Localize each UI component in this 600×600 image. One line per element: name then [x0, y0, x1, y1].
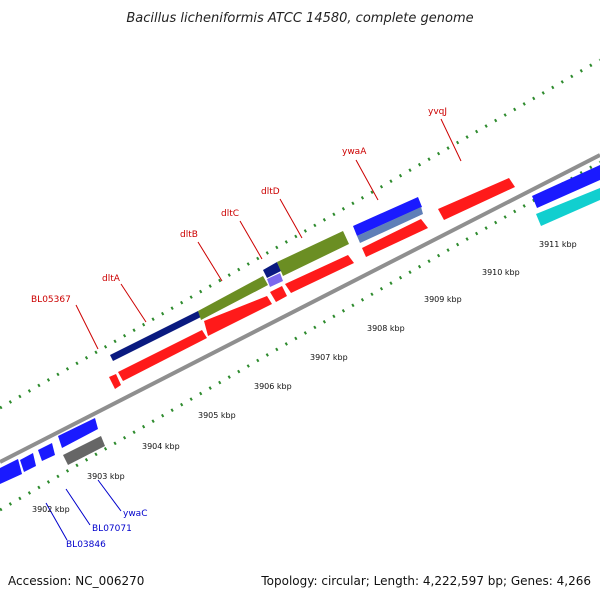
tick-label: 3906 kbp [254, 382, 292, 391]
callout-ywaa [355, 159, 379, 201]
inner-dotted-guide [0, 160, 600, 512]
gene-label-bl05367[interactable]: BL05367 [31, 295, 71, 305]
gene-red-arrow-1[interactable] [109, 374, 121, 389]
callout-dltb [197, 241, 223, 282]
gene-ywaa-block[interactable] [353, 197, 422, 236]
tick-label: 3905 kbp [198, 411, 236, 420]
callout-yvqj [440, 118, 462, 162]
gene-red-arrow-7[interactable] [438, 178, 515, 220]
gene-label-bl03846[interactable]: BL03846 [66, 540, 106, 550]
tick-label: 3902 kbp [32, 505, 70, 514]
tick-label: 3904 kbp [142, 442, 180, 451]
gene-label-yvqj[interactable]: yvqJ [428, 107, 447, 117]
gene-label-dltc[interactable]: dltC [221, 209, 239, 219]
gene-label-ywac[interactable]: ywaC [123, 509, 148, 519]
gene-dlta-block[interactable] [198, 276, 268, 320]
tick-label: 3903 kbp [87, 472, 125, 481]
gene-gray-left[interactable] [63, 436, 105, 465]
gene-blue-left-3[interactable] [38, 443, 55, 461]
gene-red-arrow-6[interactable] [362, 219, 428, 257]
gene-label-dlta[interactable]: dltA [102, 274, 121, 284]
genome-track [0, 58, 600, 541]
gene-red-arrow-2[interactable] [118, 330, 207, 381]
gene-blue-left-4[interactable] [58, 418, 98, 448]
gene-bl05367-block[interactable] [110, 311, 201, 361]
gene-label-bl07071[interactable]: BL07071 [92, 524, 132, 534]
callout-dltd [279, 198, 303, 239]
gene-dltc-block[interactable] [263, 262, 281, 278]
gene-blue-left-2[interactable] [20, 453, 36, 472]
gene-red-arrow-4[interactable] [270, 286, 287, 302]
genome-summary-text: Topology: circular; Length: 4,222,597 bp… [260, 574, 591, 588]
tick-label: 3907 kbp [310, 353, 348, 362]
gene-blue-right[interactable] [532, 165, 600, 208]
gene-red-arrow-3[interactable] [204, 296, 272, 336]
tick-label: 3908 kbp [367, 324, 405, 333]
forward-gene-labels: BL05367 dltA dltB dltC dltD ywaA yvqJ [31, 107, 447, 305]
gene-blue-left-1[interactable] [0, 459, 22, 484]
genome-backbone [0, 153, 600, 464]
gene-label-dltb[interactable]: dltB [180, 230, 198, 240]
callout-bl07071 [65, 488, 91, 526]
tick-label: 3910 kbp [482, 268, 520, 277]
gene-dltc-light-block[interactable] [267, 273, 283, 287]
gene-label-ywaa[interactable]: ywaA [342, 147, 367, 157]
gene-ywaa-light-block[interactable] [357, 207, 423, 243]
gene-cyan-right[interactable] [536, 188, 600, 226]
callout-ywac [97, 479, 122, 512]
tick-label: 3909 kbp [424, 295, 462, 304]
gene-dltd-block[interactable] [277, 231, 349, 276]
callout-dltc [239, 220, 263, 260]
accession-text: Accession: NC_006270 [8, 574, 144, 588]
callout-bl05367 [75, 304, 99, 350]
callout-dlta [120, 283, 147, 323]
axis-ticks: 3902 kbp 3903 kbp 3904 kbp 3905 kbp 3906… [32, 240, 577, 514]
gene-label-dltd[interactable]: dltD [261, 187, 280, 197]
tick-label: 3911 kbp [539, 240, 577, 249]
genome-title: Bacillus licheniformis ATCC 14580, compl… [126, 11, 473, 26]
reverse-gene-labels: BL03846 BL07071 ywaC [66, 509, 148, 550]
callout-bl03846 [45, 502, 68, 541]
gene-red-arrow-5[interactable] [285, 255, 354, 293]
